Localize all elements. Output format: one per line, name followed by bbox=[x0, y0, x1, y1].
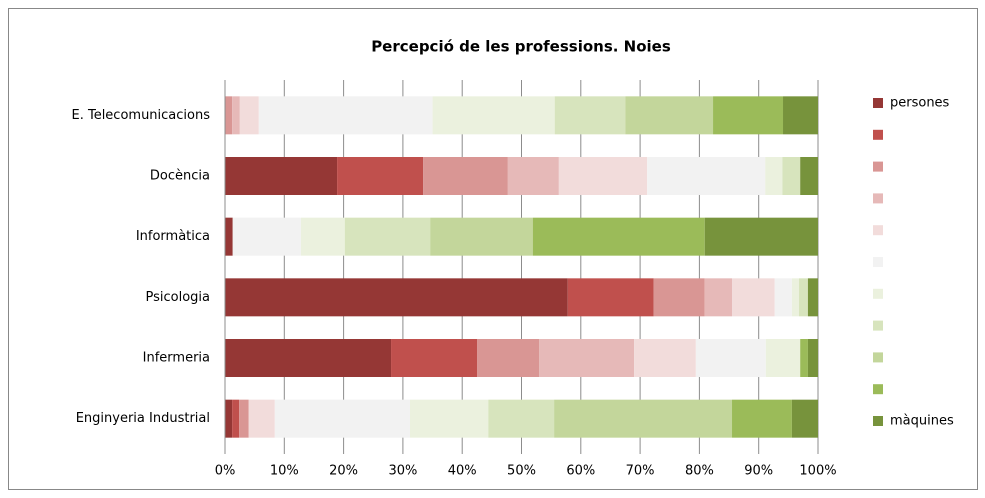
bar-segment bbox=[647, 157, 766, 195]
bar-segment bbox=[800, 339, 808, 377]
x-tick-label: 80% bbox=[685, 464, 714, 479]
legend-swatch bbox=[873, 98, 883, 108]
legend-swatch bbox=[873, 225, 883, 236]
x-tick-label: 100% bbox=[799, 464, 836, 479]
y-tick-label: Docència bbox=[150, 169, 210, 184]
bar-segment bbox=[225, 399, 233, 438]
bar-segment bbox=[344, 217, 431, 256]
bar-segment bbox=[232, 399, 240, 438]
bar-segment bbox=[713, 96, 784, 135]
y-tick-label: Psicologia bbox=[146, 290, 211, 305]
bar-segment bbox=[807, 278, 818, 317]
legend-swatch bbox=[873, 161, 883, 172]
bar-segment bbox=[225, 217, 233, 256]
bar-segment bbox=[558, 157, 648, 195]
bar-segment bbox=[477, 339, 540, 377]
bar-segment bbox=[300, 217, 345, 256]
bar-segment bbox=[653, 278, 705, 317]
x-tick-label: 60% bbox=[566, 464, 595, 479]
bar-segment bbox=[225, 339, 392, 377]
bar-segment bbox=[704, 278, 733, 317]
bar-segment bbox=[625, 96, 714, 135]
bar-segment bbox=[765, 339, 801, 377]
legend-label: persones bbox=[890, 96, 950, 111]
bar-segment bbox=[791, 278, 800, 317]
chart-title: Percepció de les professions. Noies bbox=[371, 38, 671, 56]
bar-segment bbox=[225, 157, 338, 195]
bar-segment bbox=[423, 157, 508, 195]
bar-segment bbox=[732, 399, 792, 438]
legend-swatch bbox=[873, 320, 883, 331]
bar-segment bbox=[783, 96, 818, 135]
bar-segment bbox=[554, 96, 626, 135]
bar-segment bbox=[532, 217, 705, 256]
bar-segment bbox=[232, 96, 240, 135]
y-tick-label: E. Telecomunicacions bbox=[71, 108, 210, 123]
bar-segment bbox=[248, 399, 275, 438]
y-tick-label: Infermeria bbox=[143, 351, 210, 366]
legend-swatch bbox=[873, 129, 883, 140]
bar-segment bbox=[410, 399, 489, 438]
bar-segment bbox=[782, 157, 801, 195]
bar-segment bbox=[507, 157, 559, 195]
bar-segment bbox=[554, 399, 733, 438]
bar-segment bbox=[799, 278, 808, 317]
bar-segment bbox=[704, 217, 818, 256]
legend-swatch bbox=[873, 257, 883, 267]
bar-segment bbox=[430, 217, 533, 256]
bar-segment bbox=[567, 278, 654, 317]
bar-segment bbox=[791, 399, 818, 438]
x-tick-label: 10% bbox=[270, 464, 299, 479]
bar-segment bbox=[239, 399, 249, 438]
bar-segment bbox=[391, 339, 478, 377]
bar-segment bbox=[258, 96, 433, 135]
bar-segment bbox=[732, 278, 775, 317]
x-tick-label: 90% bbox=[744, 464, 773, 479]
bar-segment bbox=[807, 339, 818, 377]
bar-segment bbox=[800, 157, 818, 195]
y-tick-label: Enginyeria Industrial bbox=[76, 411, 210, 426]
y-tick-label: Informàtica bbox=[136, 229, 210, 244]
bar-segment bbox=[225, 96, 233, 135]
legend-swatch bbox=[873, 416, 883, 426]
x-tick-label: 30% bbox=[388, 464, 417, 479]
legend-swatch bbox=[873, 193, 883, 204]
bar-segment bbox=[432, 96, 555, 135]
bar-segment bbox=[337, 157, 424, 195]
bar-segment bbox=[225, 278, 568, 317]
bar-segment bbox=[488, 399, 555, 438]
legend-label: màquines bbox=[890, 414, 954, 429]
bar-segment bbox=[232, 217, 301, 256]
x-tick-label: 20% bbox=[329, 464, 358, 479]
x-tick-label: 0% bbox=[215, 464, 236, 479]
legend-swatch bbox=[873, 384, 883, 395]
bar-segment bbox=[274, 399, 411, 438]
x-tick-label: 50% bbox=[507, 464, 536, 479]
legend-swatch bbox=[873, 288, 883, 299]
bar-segment bbox=[239, 96, 259, 135]
bar-segment bbox=[695, 339, 766, 377]
legend-swatch bbox=[873, 352, 883, 363]
x-tick-label: 40% bbox=[448, 464, 477, 479]
bar-segment bbox=[634, 339, 696, 377]
bar-segment bbox=[539, 339, 635, 377]
x-tick-label: 70% bbox=[626, 464, 655, 479]
bar-segment bbox=[774, 278, 792, 317]
bar-segment bbox=[765, 157, 783, 195]
